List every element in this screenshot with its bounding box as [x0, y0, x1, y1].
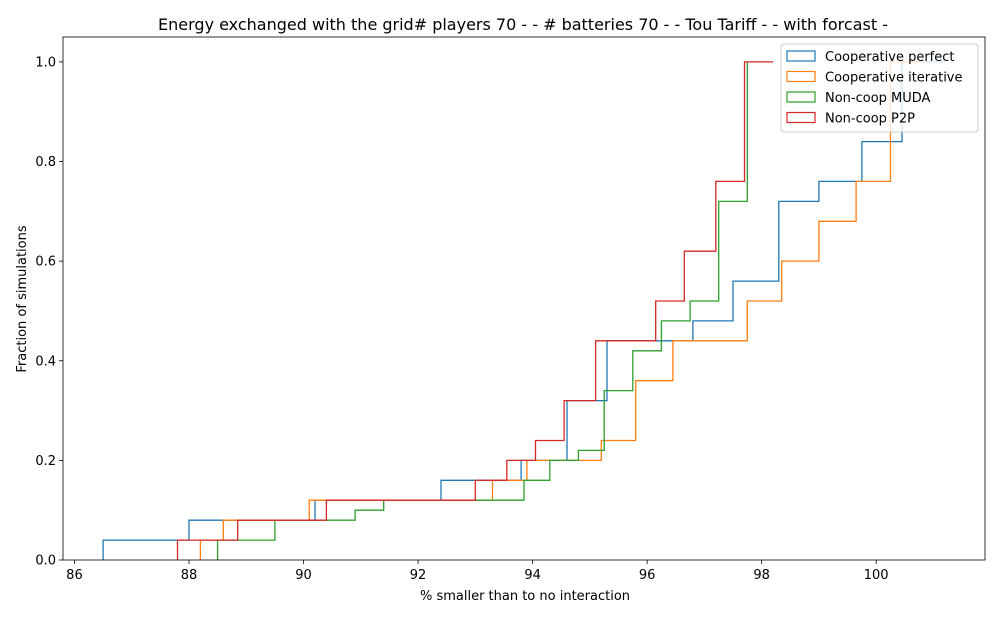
legend-label: Non-coop MUDA: [825, 91, 931, 106]
legend-label: Cooperative perfect: [825, 50, 955, 65]
x-tick-label: 100: [864, 568, 889, 583]
series-line-4: [176, 61, 774, 560]
x-tick-label: 88: [181, 568, 198, 583]
x-tick-label: 92: [410, 568, 427, 583]
y-tick-label: 0.8: [35, 155, 56, 170]
y-tick-label: 0.2: [35, 454, 56, 469]
x-tick-label: 86: [66, 568, 83, 583]
legend-swatch: [786, 111, 816, 124]
x-tick-label: 96: [639, 568, 656, 583]
x-axis: 86 88 90 92 94 96 98 100: [66, 560, 889, 583]
y-axis-label: Fraction of simulations: [15, 225, 30, 372]
y-tick-label: 0.0: [35, 554, 56, 569]
legend-label: Non-coop P2P: [825, 112, 915, 127]
legend-label: Cooperative iterative: [825, 71, 963, 86]
y-tick-label: 1.0: [35, 55, 56, 70]
x-tick-label: 94: [524, 568, 541, 583]
plot-frame: [62, 36, 986, 561]
y-tick-label: 0.4: [35, 354, 56, 369]
x-tick-label: 98: [753, 568, 770, 583]
x-tick-label: 90: [295, 568, 312, 583]
legend-swatch: [786, 50, 816, 62]
y-tick-label: 0.6: [35, 255, 56, 270]
chart-title: Energy exchanged with the grid# players …: [158, 15, 888, 34]
y-axis: 0.0 0.2 0.4 0.6 0.8 1.0: [35, 55, 63, 569]
plot-series: [102, 61, 945, 560]
x-axis-label: % smaller than to no interaction: [420, 589, 630, 604]
series-line-3: [216, 61, 748, 560]
legend-swatch: [786, 70, 816, 83]
legend-swatch: [786, 91, 816, 103]
series-line-2: [199, 61, 922, 560]
legend: Cooperative perfect Cooperative iterative…: [780, 43, 979, 133]
legend-box: [780, 43, 979, 133]
